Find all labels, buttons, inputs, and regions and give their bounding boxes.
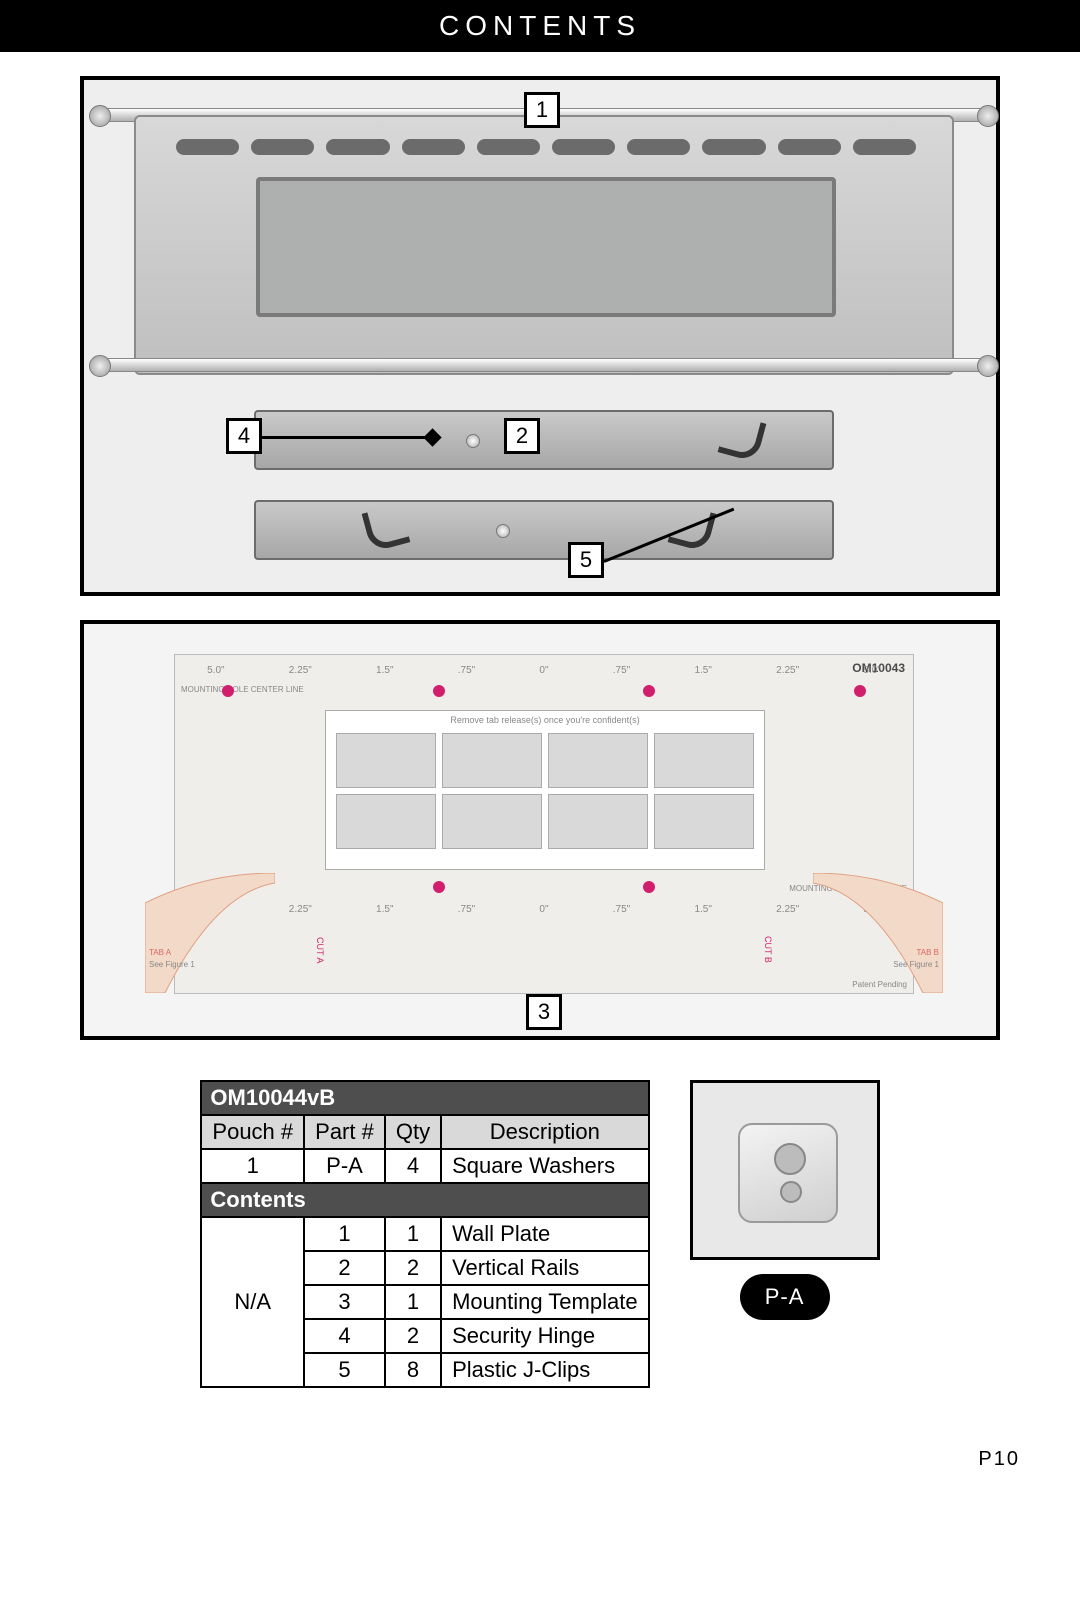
wing-sub-a: See Figure 1 (149, 960, 195, 969)
figure-template: OM10043 MOUNTING HOLE CENTER LINE 5.0"2.… (80, 620, 1000, 1040)
callout-2: 2 (504, 418, 540, 454)
wing-sub-b: See Figure 1 (893, 960, 939, 969)
template-cut-a: CUT A (315, 937, 325, 963)
figure-hardware: 1 4 2 5 (80, 76, 1000, 596)
part-badge: P-A (740, 1274, 830, 1320)
col-qty: Qty (385, 1115, 441, 1149)
vertical-rail-illustration (254, 500, 834, 560)
parts-table: OM10044vB Pouch # Part # Qty Description… (200, 1080, 649, 1388)
wing-label-b: TAB B (916, 948, 939, 957)
col-desc: Description (441, 1115, 649, 1149)
page-header: CONTENTS (0, 0, 1080, 52)
part-inset: P-A (690, 1080, 880, 1320)
table-title: OM10044vB (201, 1081, 648, 1115)
vertical-rail-illustration (254, 410, 834, 470)
callout-1: 1 (524, 92, 560, 128)
group-pouch: N/A (201, 1217, 304, 1387)
callout-5: 5 (568, 542, 604, 578)
template-cut-b: CUT B (763, 936, 773, 963)
mounting-template-illustration: OM10043 MOUNTING HOLE CENTER LINE 5.0"2.… (174, 654, 914, 994)
wall-plate-illustration (134, 115, 954, 375)
page-number: P10 (0, 1448, 1020, 1471)
table-row: N/A 1 1 Wall Plate (201, 1217, 648, 1251)
col-pouch: Pouch # (201, 1115, 304, 1149)
col-part: Part # (304, 1115, 385, 1149)
template-footer: Patent Pending (852, 980, 907, 989)
template-ticks-top: 5.0"2.25" 1.5".75" 0".75" 1.5"2.25" 5.0" (175, 665, 913, 676)
table-row: 1 P-A 4 Square Washers (201, 1149, 648, 1183)
table-section: Contents (201, 1183, 648, 1217)
template-ticks-bottom: 5.0"2.25" 1.5".75" 0".75" 1.5"2.25" 5.0" (175, 904, 913, 915)
wing-label-a: TAB A (149, 948, 171, 957)
template-inner-caption: Remove tab release(s) once you're confid… (326, 711, 764, 729)
callout-4: 4 (226, 418, 262, 454)
callout-3: 3 (526, 994, 562, 1030)
square-washer-photo (690, 1080, 880, 1260)
